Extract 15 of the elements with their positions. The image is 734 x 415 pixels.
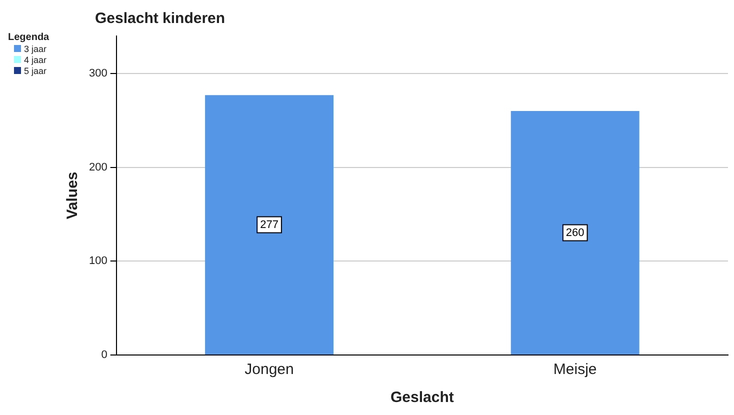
legend-label: 4 jaar xyxy=(24,54,47,64)
y-tick-label: 300 xyxy=(88,68,108,80)
x-axis-title: Geslacht xyxy=(390,389,454,406)
legend-label: 3 jaar xyxy=(24,44,47,54)
x-tick-label: Meisje xyxy=(553,361,597,378)
legend-label: 5 jaar xyxy=(24,66,47,76)
legend-title: Legenda xyxy=(8,32,50,43)
chart-title: Geslacht kinderen xyxy=(95,10,226,27)
y-tick-label: 100 xyxy=(88,255,108,268)
y-tick-label: 0 xyxy=(101,349,108,362)
x-tick-label: Jongen xyxy=(244,361,294,378)
y-axis-title: Values xyxy=(64,172,82,220)
y-tick-label: 200 xyxy=(88,161,108,174)
data-label: 277 xyxy=(260,218,278,231)
data-label: 260 xyxy=(566,226,584,239)
